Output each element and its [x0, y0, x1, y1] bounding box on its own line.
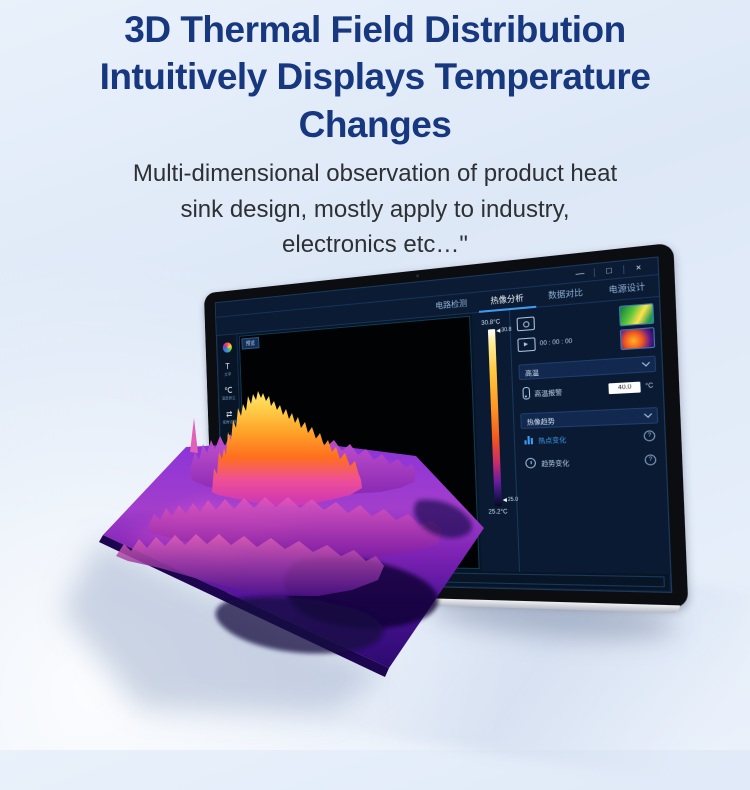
- thin-spike: [190, 418, 198, 453]
- subtitle-line-2: sink design, mostly apply to industry,: [180, 195, 570, 223]
- marker-value: 30.8: [501, 326, 512, 334]
- right-panel: 30.8°C 25.2°C 30.8 25.0: [471, 297, 671, 575]
- colorbar-min-marker[interactable]: 25.0: [502, 496, 519, 504]
- minimize-button[interactable]: —: [575, 268, 585, 279]
- thumbnail-green-thermal[interactable]: [618, 302, 655, 327]
- rotate-icon: ↻: [226, 433, 234, 443]
- snapshot-thumbnails: [618, 302, 656, 351]
- help-icon[interactable]: ?: [644, 454, 657, 466]
- page-subtitle: Multi-dimensional observation of product…: [0, 156, 750, 263]
- alarm-threshold-input[interactable]: [608, 381, 642, 395]
- temperature-icon: ℃: [224, 385, 233, 396]
- trend-row-label: 趋势变化: [541, 459, 570, 469]
- title-line-1: 3D Thermal Field Distribution: [124, 9, 626, 50]
- camera-capture-button[interactable]: [516, 316, 535, 332]
- title-line-3: Changes: [298, 103, 452, 145]
- alarm-unit: °C: [645, 383, 654, 391]
- tablet-device: — □ × 电路检测 热像分析 数据对比 电源设计 T: [203, 242, 689, 608]
- help-icon[interactable]: ?: [643, 430, 656, 442]
- capture-buttons: 00 : 00 : 00: [516, 310, 572, 357]
- title-line-2: Intuitively Displays Temperature: [99, 56, 651, 98]
- alarm-label: 高温报警: [534, 389, 563, 399]
- thermal-app-window: — □ × 电路检测 热像分析 数据对比 电源设计 T: [214, 256, 673, 594]
- record-button[interactable]: [517, 337, 536, 353]
- capture-block: 00 : 00 : 00: [516, 302, 656, 357]
- clock-icon: [525, 457, 537, 469]
- section-title: 高温: [524, 369, 539, 378]
- bar-chart-icon: [524, 435, 534, 445]
- section-title: 热像趋势: [526, 417, 555, 427]
- page-title: 3D Thermal Field Distribution Intuitivel…: [0, 6, 750, 148]
- colorbar-min-label: 25.2°C: [488, 509, 508, 516]
- colorbar-max-label: 30.8°C: [481, 319, 501, 328]
- controls-column: 00 : 00 : 00 高温: [508, 297, 671, 575]
- temperature-trend-row[interactable]: 趋势变化 ?: [522, 448, 661, 475]
- webcam-dot: [416, 274, 420, 278]
- subtitle-line-3: electronics etc…": [282, 231, 468, 259]
- marker-value: 25.0: [507, 496, 519, 504]
- record-row: 00 : 00 : 00: [517, 334, 573, 353]
- tool-label: 视角切换: [222, 419, 237, 425]
- maximize-button[interactable]: □: [606, 265, 612, 276]
- chevron-down-icon: [641, 358, 651, 367]
- compare-icon: ⇄: [225, 409, 233, 419]
- hero-section: 3D Thermal Field Distribution Intuitivel…: [0, 0, 750, 263]
- palette-icon[interactable]: [222, 342, 232, 353]
- temperature-colorbar: [487, 329, 502, 507]
- thermometer-icon: [522, 386, 531, 400]
- thermal-3d-canvas[interactable]: 预览: [238, 315, 480, 570]
- app-content: T 文字 ℃ 温度修正 ⇄ 视角切换 ↻ 3D视角: [216, 297, 671, 575]
- record-timer: 00 : 00 : 00: [539, 338, 573, 347]
- tool-label: 温度修正: [221, 395, 236, 402]
- rotate-view-tool[interactable]: ↻ 3D视角: [223, 433, 237, 449]
- colorbar-max-marker[interactable]: 30.8: [496, 327, 512, 334]
- text-annotation-tool[interactable]: T 文字: [223, 361, 232, 378]
- temperature-tool[interactable]: ℃ 温度修正: [220, 385, 237, 402]
- chevron-down-icon: [643, 410, 653, 418]
- marker-triangle-icon: [502, 497, 507, 503]
- tool-label: 3D视角: [224, 443, 237, 449]
- canvas-preview-tab[interactable]: 预览: [241, 336, 260, 350]
- thumbnail-orange-thermal[interactable]: [619, 327, 656, 351]
- subtitle-line-1: Multi-dimensional observation of product…: [132, 160, 618, 188]
- text-annotation-icon: T: [225, 361, 230, 372]
- close-button[interactable]: ×: [635, 262, 642, 273]
- marker-triangle-icon: [496, 328, 501, 334]
- trend-row-label: 热点变化: [538, 436, 567, 446]
- tool-label: 文字: [224, 371, 232, 378]
- view-switch-tool[interactable]: ⇄ 视角切换: [221, 409, 238, 425]
